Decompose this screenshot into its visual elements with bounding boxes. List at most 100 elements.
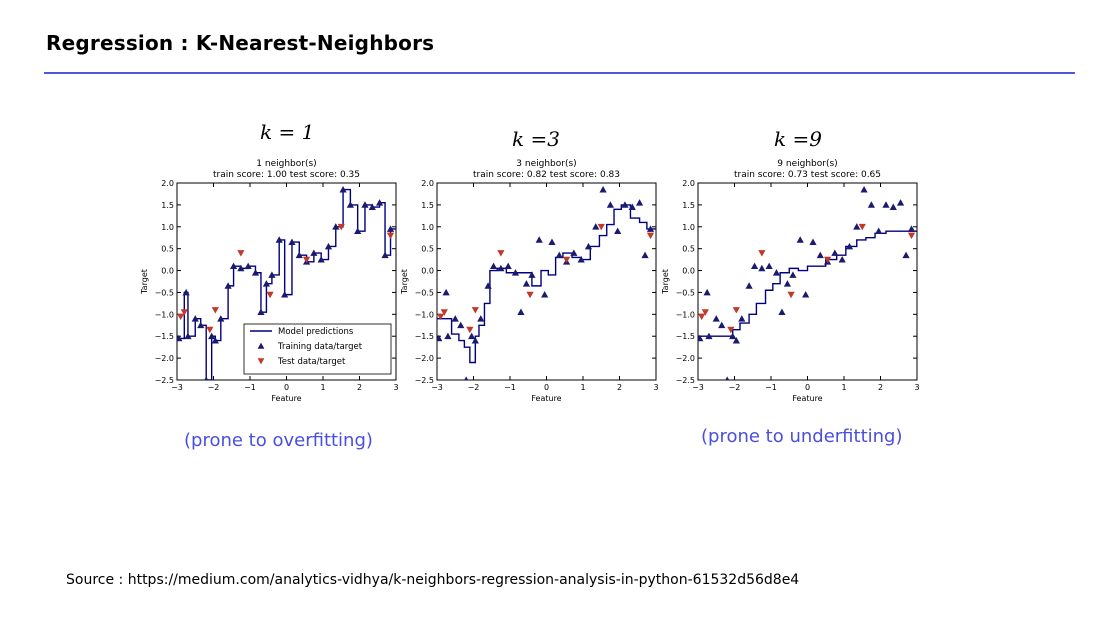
test-point	[858, 223, 866, 231]
y-tick-label: −1.0	[415, 310, 434, 319]
training-point	[275, 236, 283, 243]
training-point	[184, 332, 192, 340]
chart-k9: 9 neighbor(s) train score: 0.73 test scor…	[661, 154, 923, 408]
test-point	[646, 232, 655, 240]
legend-entry: Training data/target	[277, 342, 363, 352]
legend-entry: Model predictions	[278, 327, 354, 337]
x-tick-label: 1	[580, 383, 585, 392]
x-tick-label: 3	[653, 383, 658, 392]
x-tick-label: 3	[393, 383, 398, 392]
training-point	[317, 256, 325, 263]
test-point	[701, 309, 709, 316]
training-point	[646, 225, 655, 232]
plot-area	[177, 185, 396, 380]
training-point	[310, 249, 318, 256]
plot-frame	[697, 182, 918, 381]
chart-k3-svg: 3 neighbor(s)train score: 0.82 test scor…	[400, 159, 659, 403]
chart-title: 1 neighbor(s)	[256, 159, 316, 169]
y-tick-label: −0.5	[415, 288, 434, 297]
x-tick-label: −1	[765, 383, 777, 392]
y-tick-label: −2.5	[155, 376, 174, 385]
training-point	[257, 308, 265, 316]
k-label-9: k =9	[774, 127, 822, 151]
y-tick-label: 0.5	[161, 245, 174, 254]
training-point	[809, 238, 817, 245]
slide-title: Regression : K-Nearest-Neighbors	[46, 31, 435, 55]
training-point	[528, 271, 536, 278]
training-point	[197, 321, 205, 329]
training-point	[464, 376, 469, 380]
training-point	[324, 242, 333, 250]
x-tick-label: 0	[284, 383, 289, 392]
training-point	[339, 185, 347, 193]
training-point	[182, 288, 190, 296]
training-point	[732, 337, 740, 344]
chart-subtitle: train score: 1.00 test score: 0.35	[213, 170, 360, 180]
training-point	[217, 315, 225, 322]
training-point	[244, 262, 252, 270]
chart-title: 3 neighbor(s)	[516, 159, 576, 169]
training-point	[570, 249, 578, 256]
chart-title: 9 neighbor(s)	[777, 159, 837, 169]
training-point	[889, 203, 897, 210]
y-tick-label: 1.5	[682, 201, 695, 210]
y-tick-label: −1.0	[155, 310, 174, 319]
y-tick-label: −2.0	[415, 354, 434, 363]
y-tick-label: −1.5	[415, 332, 434, 341]
x-tick-label: −2	[468, 383, 480, 392]
y-axis-label: Target	[400, 269, 409, 295]
training-point	[497, 264, 505, 272]
x-tick-label: 0	[544, 383, 549, 392]
x-tick-label: −3	[171, 383, 183, 392]
training-point	[703, 288, 711, 296]
y-axis-label: Target	[661, 269, 670, 295]
training-point	[489, 262, 498, 270]
x-tick-label: −2	[208, 383, 220, 392]
training-point	[907, 225, 916, 232]
training-point	[896, 199, 905, 206]
training-point	[765, 262, 773, 270]
x-tick-label: 0	[805, 383, 810, 392]
training-point	[535, 236, 543, 243]
training-point	[725, 376, 730, 380]
source-citation: Source : https://medium.com/analytics-vi…	[66, 572, 800, 588]
training-point	[262, 280, 271, 287]
y-tick-label: 0.0	[161, 267, 174, 276]
training-point	[295, 251, 303, 259]
chart-subtitle: train score: 0.82 test score: 0.83	[473, 170, 620, 180]
y-tick-label: 1.0	[421, 223, 434, 232]
training-point	[237, 264, 245, 272]
test-point	[497, 250, 505, 257]
training-point	[712, 315, 720, 322]
test-point	[466, 326, 474, 334]
training-point	[738, 315, 746, 322]
training-point	[698, 334, 704, 342]
chart-legend: Model predictions Training data/target Tes…	[243, 323, 392, 375]
x-axis-label: Feature	[792, 394, 822, 403]
training-point	[838, 256, 846, 263]
legend-entry: Test data/target	[277, 357, 346, 367]
test-point	[211, 307, 219, 314]
k-label-1: k = 1	[260, 120, 315, 144]
training-point	[191, 315, 199, 322]
x-tick-label: 2	[878, 383, 883, 392]
training-point	[375, 199, 384, 206]
y-tick-label: 0.0	[421, 267, 434, 276]
training-point	[577, 256, 585, 263]
x-axis-label: Feature	[531, 394, 561, 403]
test-point	[437, 313, 445, 321]
training-point	[705, 332, 713, 340]
training-point	[354, 227, 362, 235]
y-tick-label: 1.5	[161, 201, 174, 210]
training-point	[729, 332, 737, 340]
test-point	[597, 223, 605, 231]
training-point	[599, 185, 607, 193]
y-tick-label: 1.0	[682, 223, 695, 232]
training-point	[288, 238, 296, 245]
test-point	[337, 223, 345, 231]
test-point	[180, 309, 188, 316]
y-tick-label: −1.0	[676, 310, 695, 319]
training-point	[802, 291, 810, 298]
training-point	[177, 334, 183, 342]
x-tick-label: −1	[244, 383, 256, 392]
